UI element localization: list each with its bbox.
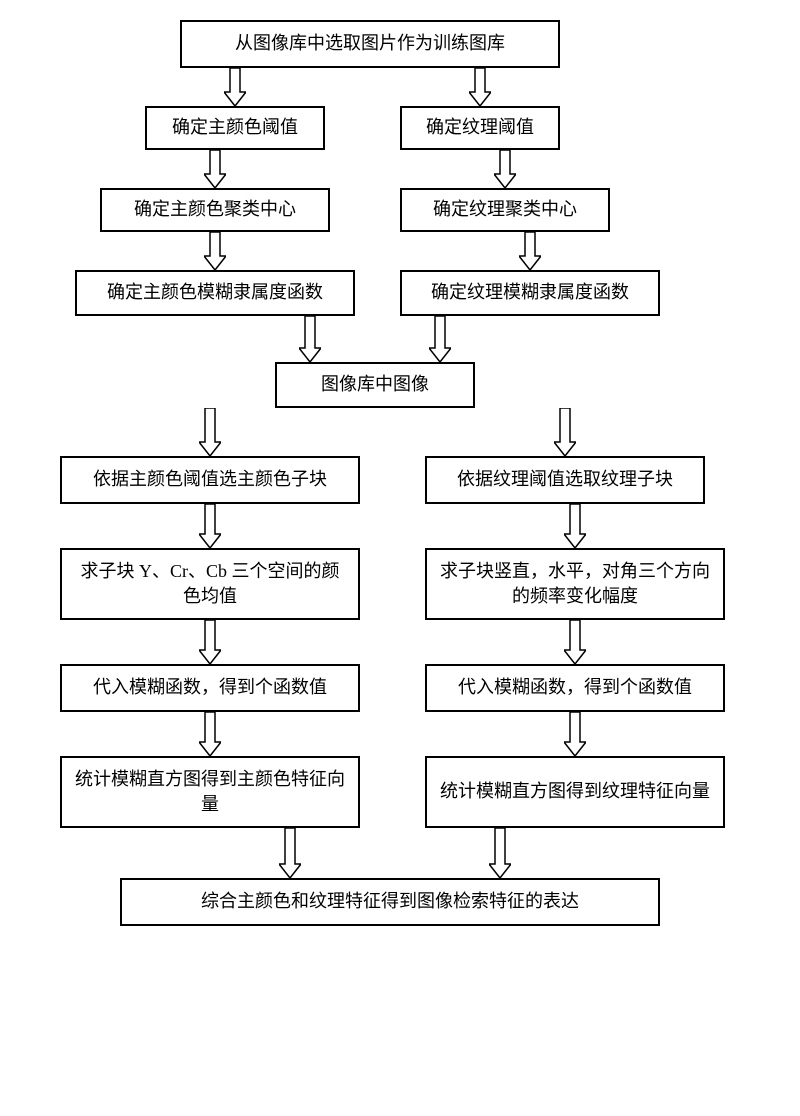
flow-node-n3: 确定主颜色聚类中心 (100, 188, 330, 232)
flow-node-n9: 依据纹理阈值选取纹理子块 (425, 456, 705, 504)
flow-arrow (199, 408, 221, 456)
flow-arrow (564, 620, 586, 664)
flow-node-n12: 代入模糊函数，得到个函数值 (60, 664, 360, 712)
flow-arrow (489, 828, 511, 878)
flow-node-n11: 求子块竖直，水平，对角三个方向的频率变化幅度 (425, 548, 725, 620)
flow-node-n5: 确定主颜色模糊隶属度函数 (75, 270, 355, 316)
flow-node-n2: 确定纹理阈值 (400, 106, 560, 150)
flow-arrow (199, 620, 221, 664)
flow-node-n8: 依据主颜色阈值选主颜色子块 (60, 456, 360, 504)
flow-node-n14: 统计模糊直方图得到主颜色特征向量 (60, 756, 360, 828)
flow-node-n15: 统计模糊直方图得到纹理特征向量 (425, 756, 725, 828)
flow-arrow (299, 316, 321, 362)
flow-node-n13: 代入模糊函数，得到个函数值 (425, 664, 725, 712)
flow-node-n6: 确定纹理模糊隶属度函数 (400, 270, 660, 316)
flow-arrow (224, 68, 246, 106)
flow-node-n4: 确定纹理聚类中心 (400, 188, 610, 232)
flow-arrow (429, 316, 451, 362)
flow-arrow (279, 828, 301, 878)
flow-node-n16: 综合主颜色和纹理特征得到图像检索特征的表达 (120, 878, 660, 926)
flow-arrow (494, 150, 516, 188)
flow-node-n1: 确定主颜色阈值 (145, 106, 325, 150)
flow-arrow (204, 150, 226, 188)
flow-arrow (204, 232, 226, 270)
flow-arrow (519, 232, 541, 270)
flow-node-n7: 图像库中图像 (275, 362, 475, 408)
flow-node-n0: 从图像库中选取图片作为训练图库 (180, 20, 560, 68)
flowchart-container: 从图像库中选取图片作为训练图库确定主颜色阈值确定纹理阈值确定主颜色聚类中心确定纹… (20, 20, 780, 946)
flow-node-n10: 求子块 Y、Cr、Cb 三个空间的颜色均值 (60, 548, 360, 620)
flow-arrow (554, 408, 576, 456)
flow-arrow (564, 712, 586, 756)
flow-arrow (199, 712, 221, 756)
flow-arrow (469, 68, 491, 106)
flow-arrow (564, 504, 586, 548)
flow-arrow (199, 504, 221, 548)
